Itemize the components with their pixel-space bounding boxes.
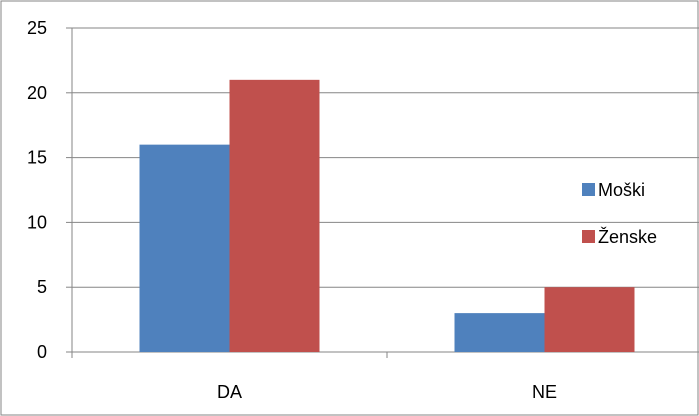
y-tick-label: 20 xyxy=(27,83,47,103)
y-tick-label: 15 xyxy=(27,148,47,168)
tick-labels: 0 5 10 15 20 25 DA NE xyxy=(27,18,557,402)
x-tick-label: NE xyxy=(532,382,557,402)
legend-label: Moški xyxy=(598,180,645,200)
bar-moški-ne xyxy=(454,313,545,352)
legend-label: Ženske xyxy=(598,227,657,247)
bars xyxy=(139,79,635,352)
legend: Moški Ženske xyxy=(582,180,657,247)
y-tick-label: 10 xyxy=(27,212,47,232)
bar-ženske-da xyxy=(229,79,320,352)
y-tick-label: 5 xyxy=(37,277,47,297)
bar-ženske-ne xyxy=(544,287,635,352)
y-tick-label: 0 xyxy=(37,342,47,362)
x-tick-label: DA xyxy=(217,382,242,402)
bar-moški-da xyxy=(139,144,230,352)
legend-swatch xyxy=(582,183,595,196)
legend-swatch xyxy=(582,230,595,243)
y-tick-label: 25 xyxy=(27,18,47,38)
